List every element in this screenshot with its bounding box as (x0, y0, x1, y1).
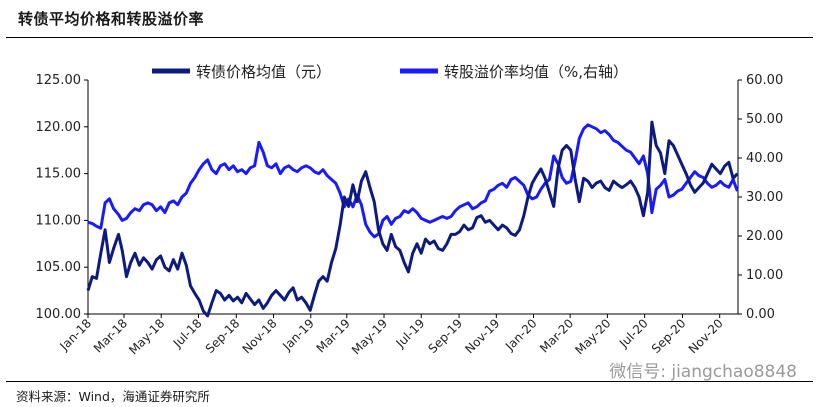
right-tick-label: 20.00 (746, 229, 783, 244)
footer-rule (6, 381, 813, 382)
x-tick-label: Mar-20 (537, 316, 576, 355)
right-tick-label: 50.00 (746, 112, 783, 127)
x-tick-label: Jul-18 (170, 316, 205, 351)
x-tick-label: Nov-20 (686, 316, 726, 356)
wechat-watermark: 微信号: jiangchao8848 (609, 362, 797, 382)
title-rule (6, 37, 813, 38)
left-tick-label: 105.00 (36, 260, 82, 275)
right-tick-label: 40.00 (746, 151, 783, 166)
right-tick-label: 10.00 (746, 268, 783, 283)
chart-title: 转债平均价格和转股溢价率 (18, 10, 205, 28)
x-tick-label: May-18 (126, 316, 167, 357)
x-tick-label: Mar-18 (91, 316, 130, 355)
series-line-price (86, 120, 739, 318)
right-tick-label: 30.00 (746, 190, 783, 205)
x-tick-label: May-20 (572, 316, 613, 357)
x-tick-label: Jul-19 (393, 316, 428, 351)
x-tick-label: Mar-19 (314, 316, 353, 355)
x-tick-label: Jan-19 (279, 316, 317, 354)
x-tick-label: Sep-19 (425, 316, 465, 356)
left-tick-label: 125.00 (36, 73, 82, 88)
x-tick-label: Nov-19 (462, 316, 502, 356)
left-tick-label: 120.00 (36, 120, 82, 135)
x-tick-label: Sep-18 (203, 316, 243, 356)
series-line-premium (87, 123, 739, 239)
x-tick-label: May-19 (349, 316, 390, 357)
dual-axis-line-chart: 100.00 105.00 110.00 115.00 120.00 125.00 0.00… (36, 63, 784, 357)
left-tick-label: 100.00 (36, 307, 82, 322)
legend-price-label: 转债价格均值（元） (196, 63, 331, 81)
legend-premium-label: 转股溢价率均值（%,右轴） (444, 63, 628, 81)
right-tick-label: 60.00 (746, 73, 783, 88)
left-tick-label: 115.00 (36, 167, 82, 182)
source-note: 资料来源：Wind，海通证券研究所 (16, 389, 210, 404)
right-tick-label: 0.00 (746, 307, 775, 322)
x-tick-label: Sep-20 (649, 316, 689, 356)
x-tick-label: Jul-20 (616, 316, 651, 351)
x-tick-label: Jan-20 (502, 316, 540, 354)
x-tick-label: Nov-18 (240, 316, 280, 356)
left-tick-label: 110.00 (36, 213, 82, 228)
